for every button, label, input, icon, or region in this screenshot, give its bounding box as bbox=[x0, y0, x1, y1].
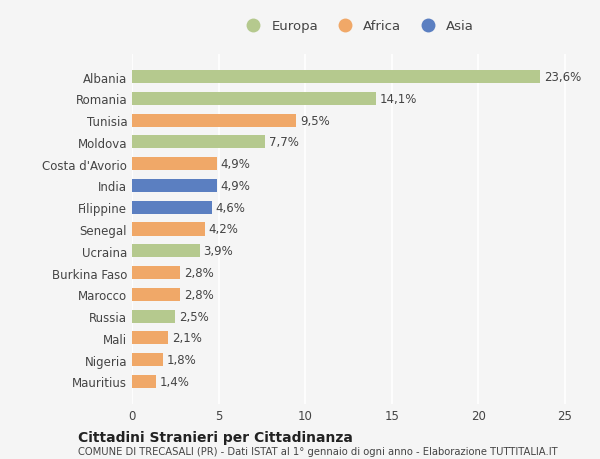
Bar bbox=[132, 245, 199, 258]
Text: 4,9%: 4,9% bbox=[220, 158, 250, 171]
Bar bbox=[132, 71, 541, 84]
Text: 14,1%: 14,1% bbox=[380, 93, 417, 106]
Bar bbox=[132, 288, 181, 301]
Text: 2,1%: 2,1% bbox=[172, 331, 202, 345]
Bar bbox=[132, 93, 376, 106]
Text: COMUNE DI TRECASALI (PR) - Dati ISTAT al 1° gennaio di ogni anno - Elaborazione : COMUNE DI TRECASALI (PR) - Dati ISTAT al… bbox=[78, 447, 557, 456]
Bar bbox=[132, 201, 212, 214]
Bar bbox=[132, 310, 175, 323]
Text: 2,5%: 2,5% bbox=[179, 310, 208, 323]
Legend: Europa, Africa, Asia: Europa, Africa, Asia bbox=[236, 17, 478, 37]
Bar bbox=[132, 114, 296, 128]
Text: 1,8%: 1,8% bbox=[167, 353, 196, 366]
Text: 9,5%: 9,5% bbox=[300, 114, 329, 128]
Text: 4,2%: 4,2% bbox=[208, 223, 238, 236]
Bar bbox=[132, 223, 205, 236]
Bar bbox=[132, 266, 181, 280]
Text: 4,6%: 4,6% bbox=[215, 202, 245, 214]
Text: Cittadini Stranieri per Cittadinanza: Cittadini Stranieri per Cittadinanza bbox=[78, 430, 353, 444]
Bar bbox=[132, 179, 217, 193]
Bar bbox=[132, 158, 217, 171]
Text: 2,8%: 2,8% bbox=[184, 288, 214, 301]
Bar bbox=[132, 353, 163, 366]
Text: 3,9%: 3,9% bbox=[203, 245, 233, 257]
Bar bbox=[132, 331, 169, 345]
Text: 2,8%: 2,8% bbox=[184, 267, 214, 280]
Text: 1,4%: 1,4% bbox=[160, 375, 190, 388]
Text: 4,9%: 4,9% bbox=[220, 179, 250, 192]
Text: 7,7%: 7,7% bbox=[269, 136, 299, 149]
Text: 23,6%: 23,6% bbox=[544, 71, 581, 84]
Bar bbox=[132, 136, 265, 149]
Bar bbox=[132, 375, 156, 388]
